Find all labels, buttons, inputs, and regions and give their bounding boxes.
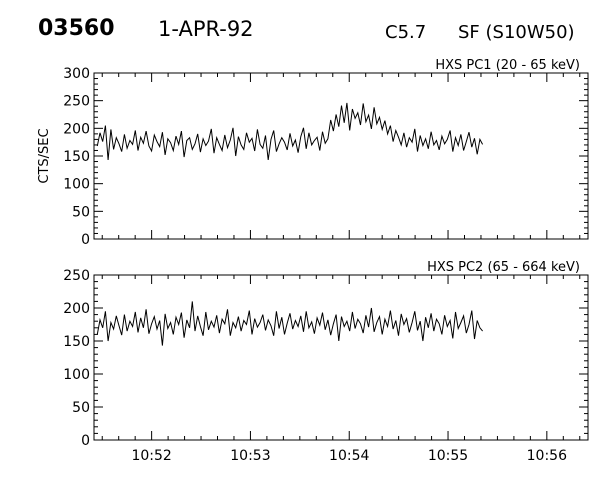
y-tick-label: 200 bbox=[63, 301, 90, 317]
y-tick-label: 0 bbox=[81, 433, 90, 449]
y-tick-label: 250 bbox=[63, 94, 90, 110]
panel-title: HXS PC1 (20 - 65 keV) bbox=[435, 58, 580, 73]
count-rate-line bbox=[96, 301, 483, 346]
y-tick-label: 150 bbox=[63, 334, 90, 350]
x-tick-label: 10:55 bbox=[428, 448, 468, 464]
flare-location: SF (S10W50) bbox=[458, 22, 575, 43]
event-number: 03560 bbox=[38, 16, 115, 41]
y-tick-label: 150 bbox=[63, 149, 90, 165]
count-rate-line bbox=[96, 102, 484, 160]
x-tick-label: 10:56 bbox=[527, 448, 567, 464]
event-date: 1-APR-92 bbox=[158, 17, 254, 41]
y-tick-label: 0 bbox=[81, 232, 90, 248]
y-tick-label: 50 bbox=[72, 400, 90, 416]
flare-class: C5.7 bbox=[385, 22, 427, 43]
y-tick-label: 100 bbox=[63, 177, 90, 193]
y-axis-label: CTS/SEC bbox=[37, 128, 52, 183]
y-tick-label: 300 bbox=[63, 66, 90, 82]
panel-title: HXS PC2 (65 - 664 keV) bbox=[427, 260, 580, 275]
y-tick-label: 200 bbox=[63, 121, 90, 137]
plot-frame bbox=[93, 72, 589, 240]
y-tick-label: 50 bbox=[72, 204, 90, 220]
x-tick-label: 10:52 bbox=[131, 448, 171, 464]
y-tick-label: 100 bbox=[63, 367, 90, 383]
x-tick-label: 10:53 bbox=[230, 448, 270, 464]
y-tick-label: 250 bbox=[63, 268, 90, 284]
plot-frame bbox=[93, 274, 589, 441]
panel-pc2: HXS PC2 (65 - 664 keV) 0 50 100 150 200 250 10:… bbox=[63, 260, 589, 464]
x-tick-label: 10:54 bbox=[329, 448, 369, 464]
panel-pc1: HXS PC1 (20 - 65 keV) 0 50 100 150 200 250 300 C… bbox=[37, 58, 589, 248]
